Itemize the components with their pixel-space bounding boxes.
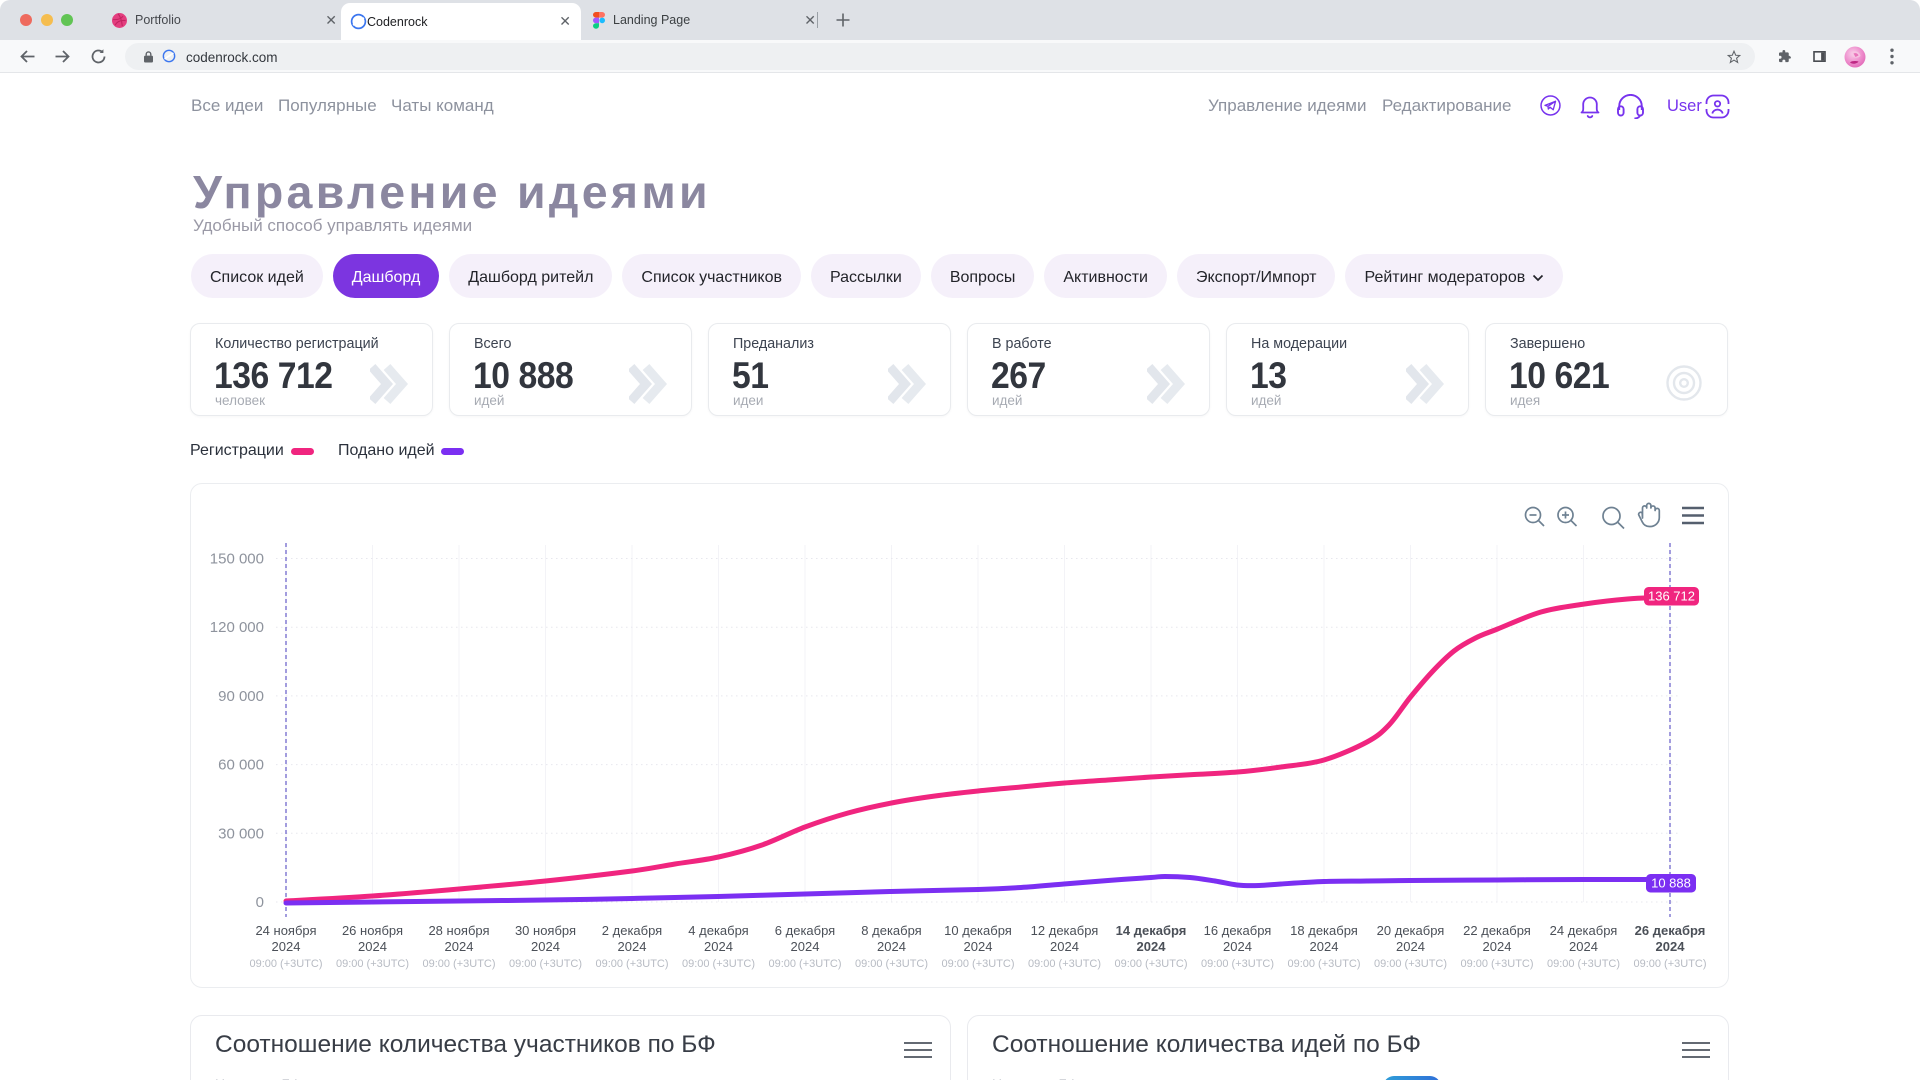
svg-text:90 000: 90 000	[218, 688, 264, 705]
svg-text:26 ноября: 26 ноября	[342, 923, 403, 938]
svg-text:2024: 2024	[1050, 939, 1079, 954]
svg-text:14 декабря: 14 декабря	[1116, 923, 1187, 938]
svg-text:12 декабря: 12 декабря	[1031, 923, 1099, 938]
svg-text:2024: 2024	[877, 939, 906, 954]
svg-text:2 декабря: 2 декабря	[602, 923, 662, 938]
svg-text:09:00 (+3UTC): 09:00 (+3UTC)	[249, 958, 322, 970]
svg-text:10 декабря: 10 декабря	[944, 923, 1012, 938]
svg-text:2024: 2024	[358, 939, 387, 954]
svg-text:09:00 (+3UTC): 09:00 (+3UTC)	[509, 958, 582, 970]
svg-text:2024: 2024	[618, 939, 647, 954]
svg-text:09:00 (+3UTC): 09:00 (+3UTC)	[1201, 958, 1274, 970]
svg-text:136 712: 136 712	[1648, 589, 1695, 604]
svg-text:20 декабря: 20 декабря	[1377, 923, 1445, 938]
svg-text:09:00 (+3UTC): 09:00 (+3UTC)	[422, 958, 495, 970]
svg-text:2024: 2024	[531, 939, 560, 954]
svg-text:4 декабря: 4 декабря	[688, 923, 748, 938]
svg-text:22 декабря: 22 декабря	[1463, 923, 1531, 938]
svg-text:09:00 (+3UTC): 09:00 (+3UTC)	[1547, 958, 1620, 970]
svg-text:2024: 2024	[704, 939, 733, 954]
svg-text:6 декабря: 6 декабря	[775, 923, 835, 938]
svg-text:09:00 (+3UTC): 09:00 (+3UTC)	[1633, 958, 1706, 970]
svg-text:120 000: 120 000	[210, 619, 264, 636]
svg-text:2024: 2024	[272, 939, 301, 954]
svg-text:09:00 (+3UTC): 09:00 (+3UTC)	[855, 958, 928, 970]
svg-text:09:00 (+3UTC): 09:00 (+3UTC)	[595, 958, 668, 970]
svg-text:18 декабря: 18 декабря	[1290, 923, 1358, 938]
svg-text:16 декабря: 16 декабря	[1204, 923, 1272, 938]
svg-text:2024: 2024	[1656, 939, 1686, 954]
svg-text:28 ноября: 28 ноября	[428, 923, 489, 938]
svg-text:09:00 (+3UTC): 09:00 (+3UTC)	[768, 958, 841, 970]
svg-text:150 000: 150 000	[210, 551, 264, 568]
svg-text:30 ноября: 30 ноября	[515, 923, 576, 938]
svg-text:2024: 2024	[1310, 939, 1339, 954]
svg-text:0: 0	[256, 894, 264, 911]
svg-text:24 декабря: 24 декабря	[1550, 923, 1618, 938]
svg-text:09:00 (+3UTC): 09:00 (+3UTC)	[1028, 958, 1101, 970]
svg-text:8 декабря: 8 декабря	[861, 923, 921, 938]
svg-text:09:00 (+3UTC): 09:00 (+3UTC)	[941, 958, 1014, 970]
svg-text:09:00 (+3UTC): 09:00 (+3UTC)	[336, 958, 409, 970]
svg-text:2024: 2024	[1137, 939, 1167, 954]
svg-text:60 000: 60 000	[218, 757, 264, 774]
svg-text:2024: 2024	[964, 939, 993, 954]
svg-text:2024: 2024	[1483, 939, 1512, 954]
svg-text:09:00 (+3UTC): 09:00 (+3UTC)	[1114, 958, 1187, 970]
svg-text:09:00 (+3UTC): 09:00 (+3UTC)	[1374, 958, 1447, 970]
svg-text:2024: 2024	[791, 939, 820, 954]
svg-text:2024: 2024	[1569, 939, 1598, 954]
svg-text:24 ноября: 24 ноября	[255, 923, 316, 938]
svg-text:09:00 (+3UTC): 09:00 (+3UTC)	[682, 958, 755, 970]
svg-text:26 декабря: 26 декабря	[1635, 923, 1706, 938]
svg-text:30 000: 30 000	[218, 825, 264, 842]
svg-text:2024: 2024	[1223, 939, 1252, 954]
svg-text:10 888: 10 888	[1651, 876, 1691, 891]
svg-text:2024: 2024	[445, 939, 474, 954]
svg-text:09:00 (+3UTC): 09:00 (+3UTC)	[1287, 958, 1360, 970]
svg-text:09:00 (+3UTC): 09:00 (+3UTC)	[1460, 958, 1533, 970]
svg-text:2024: 2024	[1396, 939, 1425, 954]
